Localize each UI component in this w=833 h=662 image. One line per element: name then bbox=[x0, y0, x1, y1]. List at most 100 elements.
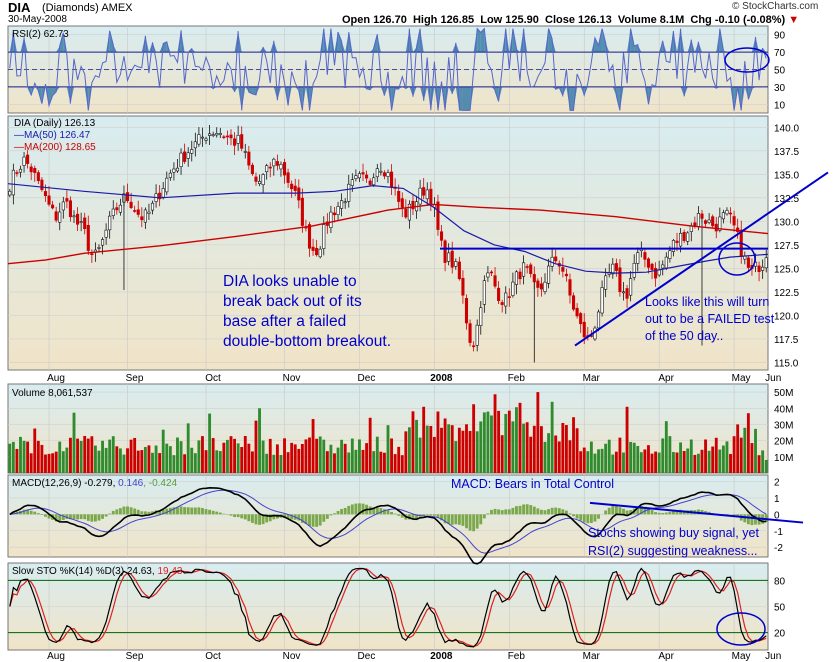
rsi-oversold-fill bbox=[573, 86, 578, 111]
annotation-text-left: DIA looks unable to bbox=[223, 273, 357, 290]
candle-body bbox=[347, 183, 351, 202]
volume-bar bbox=[746, 413, 750, 473]
candle-body bbox=[554, 256, 558, 262]
macd-histogram-bar bbox=[422, 514, 426, 516]
volume-bar bbox=[418, 437, 422, 473]
macd-histogram-bar bbox=[158, 510, 162, 515]
volume-bar bbox=[639, 452, 643, 473]
volume-bar bbox=[654, 451, 658, 473]
candle-body bbox=[422, 187, 426, 196]
volume-bar bbox=[647, 445, 650, 473]
volume-bar bbox=[636, 445, 640, 473]
volume-bar bbox=[543, 441, 547, 473]
macd-histogram-bar bbox=[143, 511, 147, 515]
volume-bar bbox=[515, 407, 518, 473]
volume-bar bbox=[126, 448, 129, 473]
macd-histogram-bar bbox=[672, 510, 675, 515]
macd-histogram-bar bbox=[197, 507, 201, 515]
candle-body bbox=[436, 201, 440, 230]
macd-histogram-bar bbox=[486, 513, 490, 515]
macd-histogram-bar bbox=[86, 514, 90, 521]
month-label-bottom: Apr bbox=[658, 651, 674, 662]
volume-bar bbox=[143, 447, 147, 473]
volume-bar bbox=[268, 438, 272, 473]
macd-histogram-bar bbox=[33, 511, 37, 515]
volume-bar bbox=[19, 436, 22, 473]
volume-bar bbox=[736, 424, 740, 473]
volume-bar bbox=[11, 441, 15, 473]
volume-bar bbox=[575, 428, 579, 473]
macd-histogram-bar bbox=[668, 511, 672, 515]
candle-body bbox=[318, 248, 322, 258]
candle-body bbox=[297, 187, 301, 201]
macd-histogram-bar bbox=[657, 512, 661, 515]
candle-body bbox=[65, 198, 69, 202]
rsi-overbought-fill bbox=[330, 28, 335, 53]
month-label-price: Mar bbox=[583, 373, 601, 384]
candle-body bbox=[150, 202, 155, 211]
macd-histogram-bar bbox=[525, 504, 529, 515]
macd-signal-line bbox=[9, 489, 767, 554]
macd-histogram-bar bbox=[126, 506, 129, 515]
macd-histogram-bar bbox=[183, 507, 187, 515]
candle-body bbox=[604, 275, 608, 290]
rsi-oversold-fill bbox=[452, 86, 456, 95]
rsi-overbought-fill bbox=[320, 28, 324, 53]
volume-bar bbox=[233, 438, 236, 473]
volume-bar bbox=[579, 451, 583, 473]
macd-histogram-bar bbox=[286, 514, 290, 519]
macd-histogram-bar bbox=[468, 514, 472, 531]
volume-bar bbox=[161, 429, 165, 473]
symbol: DIA bbox=[8, 0, 31, 15]
candle-body bbox=[229, 134, 233, 139]
macd-histogram-bar bbox=[386, 509, 390, 515]
candle-body bbox=[579, 313, 583, 325]
macd-histogram-bar bbox=[440, 514, 443, 521]
volume-bar bbox=[61, 451, 65, 473]
macd-histogram-bar bbox=[550, 507, 554, 515]
volume-bar bbox=[689, 439, 693, 473]
macd-histogram-bar bbox=[240, 514, 244, 519]
candle-body bbox=[372, 177, 376, 186]
macd-histogram-bar bbox=[547, 509, 550, 515]
volume-bar bbox=[44, 454, 47, 473]
candle-body bbox=[439, 231, 444, 241]
macd-histogram-bar bbox=[236, 514, 240, 518]
volume-bar bbox=[236, 443, 240, 473]
rsi-overbought-fill bbox=[523, 28, 528, 53]
volume-bar bbox=[764, 459, 768, 473]
macd-histogram-bar bbox=[336, 510, 340, 515]
volume-bar bbox=[265, 453, 269, 473]
volume-bar bbox=[393, 454, 397, 473]
candle-body bbox=[757, 265, 761, 273]
macd-histogram-bar bbox=[47, 514, 51, 519]
candle-body bbox=[147, 211, 151, 214]
volume-bar bbox=[325, 451, 329, 473]
macd-histogram-bar bbox=[118, 508, 122, 515]
volume-bar bbox=[118, 448, 122, 473]
macd-histogram-bar bbox=[190, 507, 194, 515]
candle-body bbox=[143, 209, 147, 223]
volume-bar bbox=[461, 430, 465, 473]
month-label-price: Nov bbox=[283, 373, 301, 384]
candle-body bbox=[200, 136, 205, 139]
volume-bar bbox=[140, 450, 144, 473]
volume-bar bbox=[522, 423, 526, 473]
macd-histogram-bar bbox=[108, 513, 112, 515]
low-value: Low 125.90 bbox=[480, 14, 539, 26]
candle-body bbox=[179, 152, 183, 168]
candle-body bbox=[236, 134, 240, 144]
macd-line bbox=[9, 486, 767, 565]
candle-body bbox=[336, 206, 340, 215]
volume-bar bbox=[757, 455, 761, 473]
panel-macd bbox=[7, 474, 769, 558]
candle-body bbox=[479, 307, 483, 326]
volume-bar bbox=[111, 436, 115, 473]
candle-body bbox=[240, 134, 244, 149]
volume-bar bbox=[275, 444, 279, 473]
volume-bar bbox=[311, 419, 315, 473]
volume-bar bbox=[650, 453, 654, 473]
macd-histogram-bar bbox=[265, 514, 269, 523]
month-label-price: Dec bbox=[358, 373, 376, 384]
